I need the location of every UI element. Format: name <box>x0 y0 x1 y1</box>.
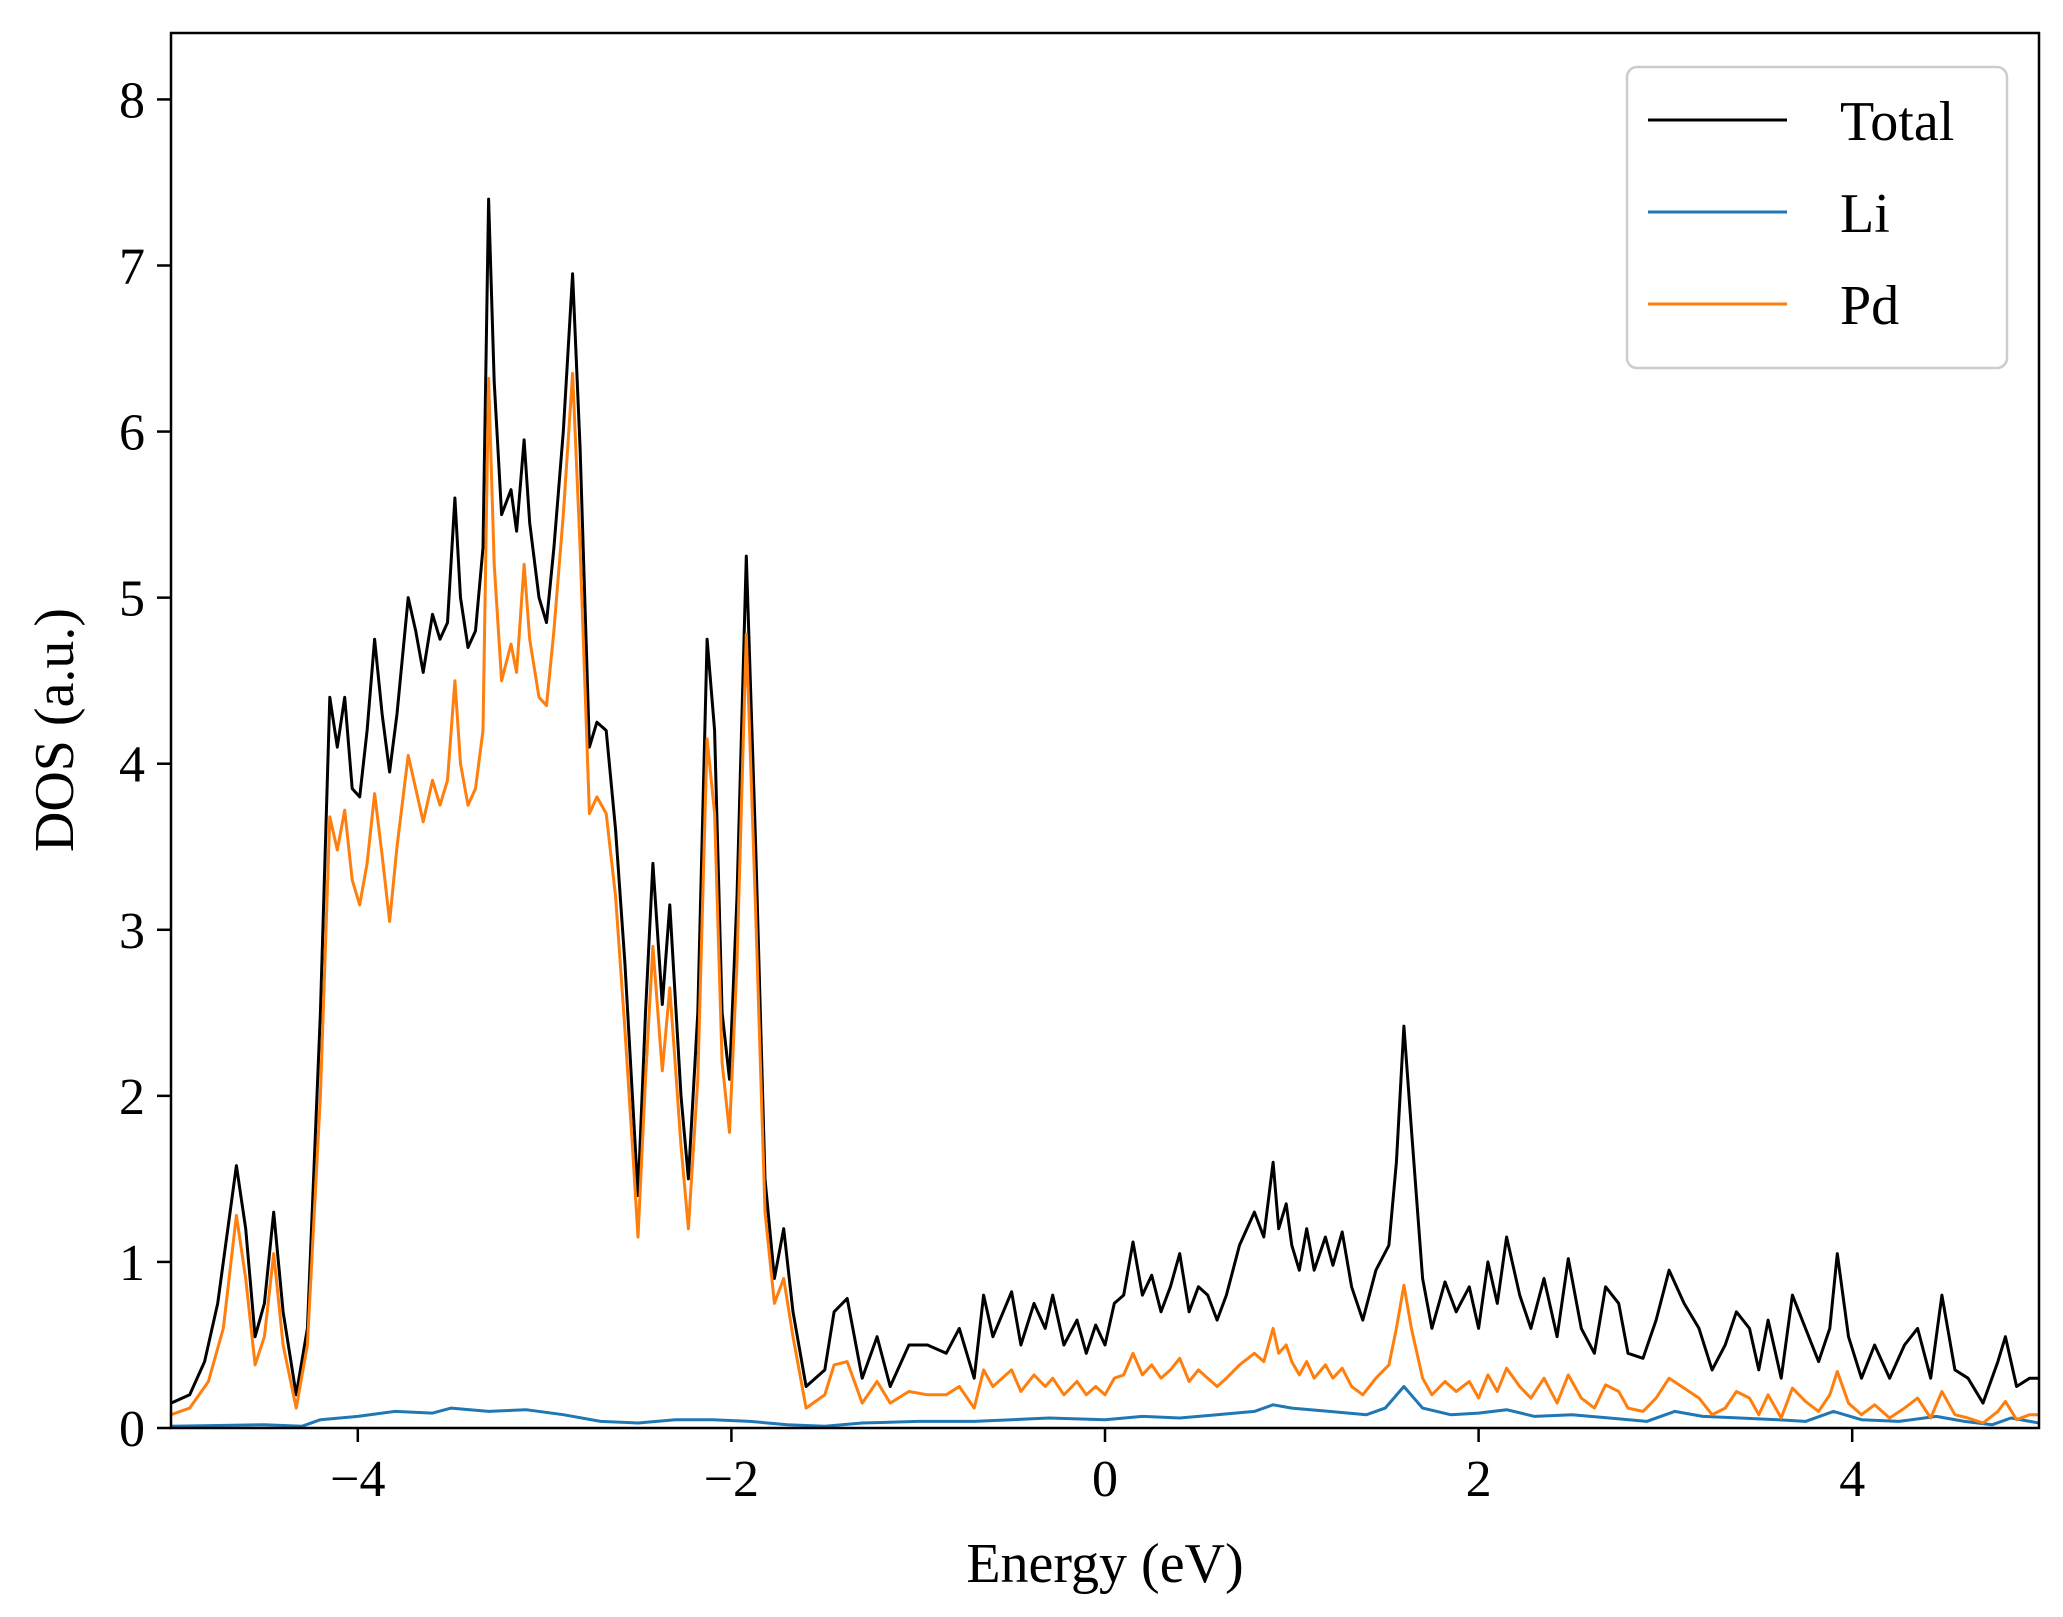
y-tick-label: 0 <box>119 1401 145 1458</box>
x-axis-title: Energy (eV) <box>966 1533 1243 1595</box>
y-tick-label: 4 <box>119 737 145 794</box>
legend: Total Li Pd <box>1625 65 2009 370</box>
legend-box <box>1625 65 2009 370</box>
x-axis: −4 −2 0 2 4 <box>330 1428 1865 1508</box>
y-tick-label: 3 <box>119 903 145 960</box>
y-tick-label: 7 <box>119 239 145 296</box>
y-tick-label: 2 <box>119 1069 145 1126</box>
y-tick-label: 8 <box>119 72 145 129</box>
legend-label-total: Total <box>1840 91 1954 153</box>
series-line-total <box>171 197 2039 1405</box>
legend-label-pd: Pd <box>1840 275 1899 337</box>
y-tick-label: 5 <box>119 571 145 628</box>
series-line-pd <box>171 371 2039 1425</box>
y-tick-label: 6 <box>119 405 145 462</box>
legend-label-li: Li <box>1840 183 1890 245</box>
series-layer <box>171 197 2039 1428</box>
y-tick-label: 1 <box>119 1235 145 1292</box>
series-line-li <box>171 1385 2039 1428</box>
x-tick-label: 0 <box>1092 1451 1118 1508</box>
y-axis-title: DOS (a.u.) <box>24 608 86 852</box>
y-axis: 0 1 2 3 4 5 6 7 8 <box>119 72 171 1458</box>
x-tick-label: −4 <box>330 1451 385 1508</box>
x-tick-label: 2 <box>1466 1451 1492 1508</box>
x-tick-label: −2 <box>704 1451 759 1508</box>
x-tick-label: 4 <box>1839 1451 1865 1508</box>
